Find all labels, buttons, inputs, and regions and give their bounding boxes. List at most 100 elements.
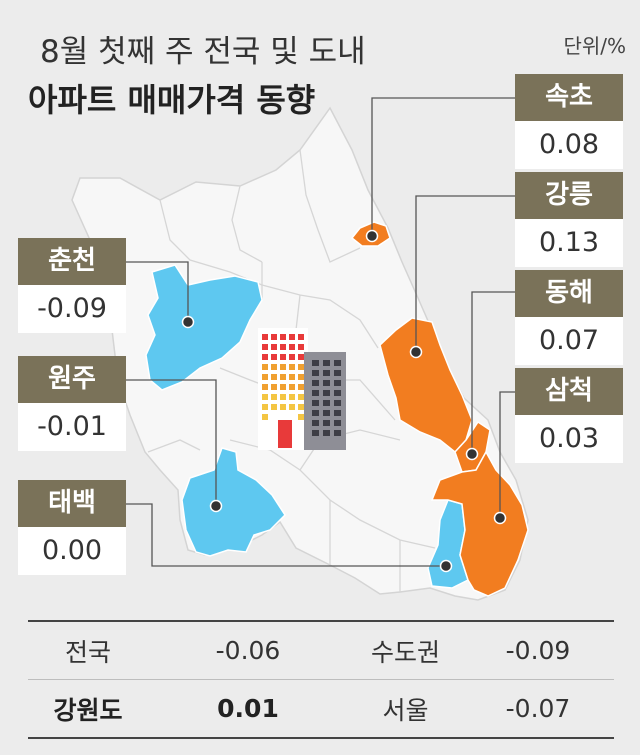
window [334, 370, 341, 376]
window [298, 334, 304, 340]
summary-value: -0.09 [505, 636, 571, 665]
region-value: 0.13 [515, 219, 623, 267]
window [312, 390, 319, 396]
window [323, 380, 330, 386]
region-value: -0.01 [18, 403, 126, 451]
window [262, 344, 268, 350]
label-chuncheon: 춘천 -0.09 [18, 238, 126, 333]
window [323, 360, 330, 366]
window [280, 334, 286, 340]
window [289, 404, 295, 410]
window [280, 404, 286, 410]
window [298, 354, 304, 360]
window [280, 344, 286, 350]
window [271, 394, 277, 400]
window [312, 360, 319, 366]
region-value: 0.08 [515, 121, 623, 169]
window [271, 334, 277, 340]
window [323, 420, 330, 426]
window [289, 374, 295, 380]
window [334, 400, 341, 406]
window [262, 374, 268, 380]
region-gangneung [379, 317, 473, 454]
window [280, 374, 286, 380]
summary-label: 전국 [64, 637, 111, 667]
window [280, 354, 286, 360]
apartment-building-icon [258, 328, 346, 450]
window [323, 370, 330, 376]
window [280, 364, 286, 370]
label-gangneung: 강릉 0.13 [515, 172, 623, 267]
window [323, 430, 330, 436]
region-name: 동해 [515, 270, 623, 317]
window [271, 404, 277, 410]
label-samcheok: 삼척 0.03 [515, 368, 623, 463]
unit-label: 단위/% [563, 34, 626, 58]
window [271, 384, 277, 390]
summary-label: 수도권 [370, 637, 440, 667]
summary-value: 0.01 [217, 694, 279, 723]
label-donghae: 동해 0.07 [515, 270, 623, 365]
window [262, 384, 268, 390]
location-dots [181, 229, 507, 573]
window [334, 430, 341, 436]
region-name: 원주 [18, 356, 126, 403]
window [271, 344, 277, 350]
region-wonju [181, 447, 286, 557]
window [289, 334, 295, 340]
window [298, 364, 304, 370]
window [312, 380, 319, 386]
label-taebaek: 태백 0.00 [18, 480, 126, 575]
window [312, 370, 319, 376]
summary-label: 서울 [382, 695, 429, 725]
window [334, 380, 341, 386]
window [289, 354, 295, 360]
window [323, 390, 330, 396]
region-name: 강릉 [515, 172, 623, 219]
region-value: -0.09 [18, 285, 126, 333]
window [312, 410, 319, 416]
window [262, 354, 268, 360]
window [271, 354, 277, 360]
title-line-2: 아파트 매매가격 동향 [28, 81, 316, 119]
region-name: 속초 [515, 74, 623, 121]
window [271, 364, 277, 370]
region-name: 삼척 [515, 368, 623, 415]
window [298, 404, 304, 410]
window [312, 400, 319, 406]
window [262, 364, 268, 370]
summary-value: -0.06 [215, 636, 281, 665]
window [323, 400, 330, 406]
summary-table: 전국 -0.06 수도권 -0.09 강원도 0.01 서울 -0.07 [28, 620, 614, 739]
label-wonju: 원주 -0.01 [18, 356, 126, 451]
window [289, 364, 295, 370]
leader-lines [126, 97, 515, 567]
summary-value: -0.07 [505, 694, 571, 723]
summary-label: 강원도 [53, 695, 123, 725]
window [298, 384, 304, 390]
title-line-1: 8월 첫째 주 전국 및 도내 [40, 34, 366, 70]
summary-row: 강원도 0.01 서울 -0.07 [28, 679, 614, 737]
window [262, 414, 268, 420]
window [289, 344, 295, 350]
window [334, 390, 341, 396]
region-value: 0.03 [515, 415, 623, 463]
window [262, 394, 268, 400]
window [289, 384, 295, 390]
window [334, 410, 341, 416]
window [262, 404, 268, 410]
district-borders [147, 149, 436, 592]
window [262, 334, 268, 340]
window [289, 394, 295, 400]
window [312, 420, 319, 426]
region-name: 태백 [18, 480, 126, 527]
window [298, 414, 304, 420]
region-samcheok [430, 450, 529, 597]
window [280, 384, 286, 390]
window [334, 360, 341, 366]
region-chuncheon [145, 264, 263, 391]
window [298, 344, 304, 350]
region-value: 0.07 [515, 317, 623, 365]
